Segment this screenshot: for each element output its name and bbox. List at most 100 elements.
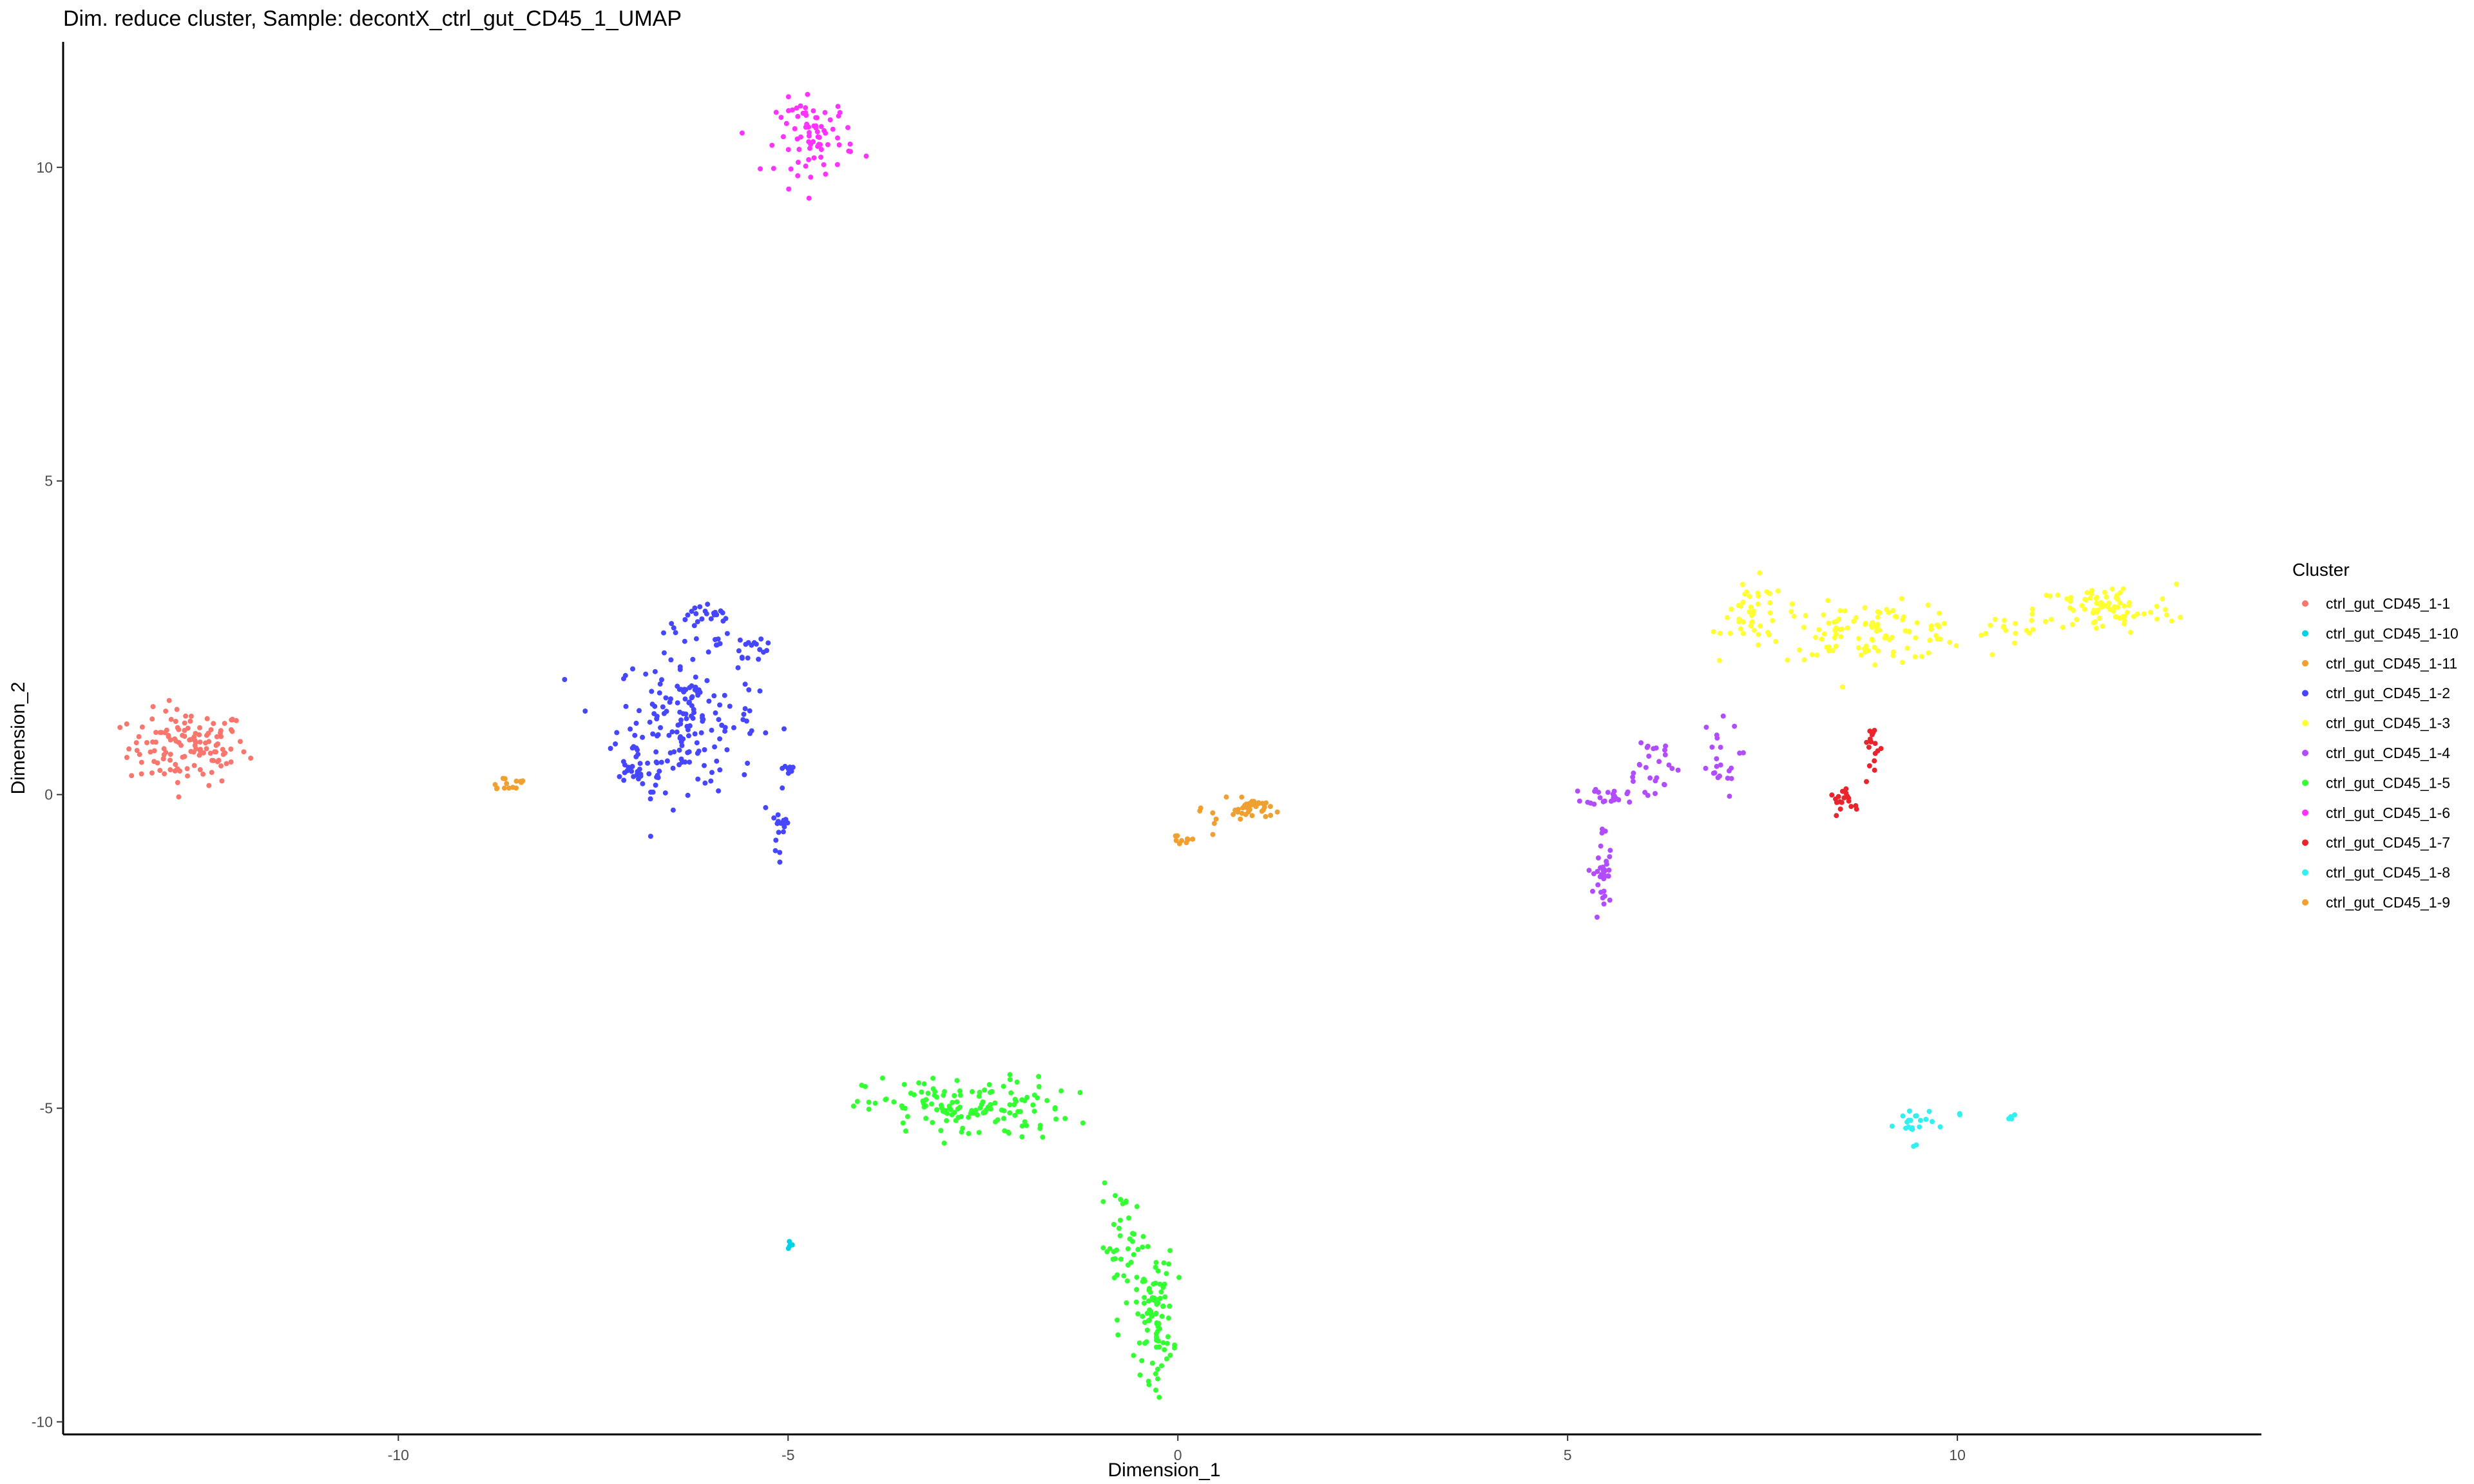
- data-point: [168, 752, 173, 757]
- data-point: [1197, 808, 1203, 813]
- data-point: [197, 739, 203, 745]
- data-point: [1838, 634, 1844, 640]
- data-point: [958, 1114, 964, 1119]
- data-point: [675, 683, 680, 689]
- data-point: [168, 767, 173, 773]
- data-point: [1131, 1251, 1136, 1257]
- data-point: [218, 763, 224, 769]
- legend-key: [2302, 779, 2308, 786]
- data-point: [652, 669, 658, 674]
- data-point: [2029, 611, 2035, 617]
- data-point: [207, 750, 213, 756]
- data-point: [1159, 1363, 1164, 1369]
- data-point: [1992, 616, 1998, 622]
- data-point: [173, 719, 178, 724]
- data-point: [903, 1128, 908, 1134]
- data-point: [780, 134, 786, 140]
- data-point: [1839, 684, 1845, 690]
- data-point: [2001, 623, 2007, 629]
- legend-item: ctrl_gut_CD45_1-3: [2302, 715, 2450, 732]
- legend-item: ctrl_gut_CD45_1-9: [2302, 894, 2450, 911]
- data-point: [633, 720, 639, 726]
- data-point: [854, 1099, 860, 1105]
- data-point: [742, 772, 747, 777]
- data-point: [835, 104, 841, 109]
- data-point: [1008, 1090, 1014, 1096]
- data-point: [608, 746, 613, 751]
- data-point: [783, 120, 789, 126]
- data-point: [168, 737, 173, 743]
- data-point: [2127, 629, 2133, 635]
- data-point: [823, 171, 829, 177]
- data-point: [1751, 627, 1757, 633]
- data-point: [1134, 1287, 1140, 1293]
- data-point: [614, 730, 620, 736]
- data-point: [1140, 1233, 1146, 1239]
- data-point: [649, 701, 655, 707]
- legend: Cluster ctrl_gut_CD45_1-1 ctrl_gut_CD45_1…: [2292, 560, 2459, 911]
- data-point: [1872, 741, 1878, 747]
- data-point: [776, 830, 782, 835]
- series-ctrl_gut_CD45_1-3: [1711, 570, 2183, 690]
- data-point: [1597, 874, 1603, 880]
- legend-item: ctrl_gut_CD45_1-11: [2302, 655, 2457, 672]
- data-point: [1268, 812, 1274, 818]
- series-ctrl_gut_CD45_1-4: [1575, 713, 1746, 920]
- data-point: [2100, 602, 2106, 607]
- data-point: [506, 785, 512, 791]
- legend-key: [2302, 809, 2308, 816]
- data-point: [806, 139, 812, 145]
- data-point: [1160, 1304, 1166, 1309]
- data-point: [1979, 633, 1984, 638]
- data-point: [1917, 1124, 1923, 1130]
- data-point: [1261, 804, 1267, 810]
- data-point: [617, 774, 622, 779]
- data-point: [813, 115, 819, 120]
- data-point: [1801, 657, 1807, 663]
- data-point: [161, 752, 167, 757]
- data-point: [2096, 615, 2102, 621]
- data-point: [1872, 758, 1877, 764]
- data-point: [1148, 1309, 1154, 1314]
- data-point: [938, 1103, 944, 1108]
- series-ctrl_gut_CD45_1-10: [785, 1239, 795, 1251]
- data-point: [795, 160, 801, 165]
- data-point: [693, 611, 699, 616]
- data-point: [1251, 802, 1257, 808]
- data-point: [1024, 1123, 1030, 1128]
- data-point: [953, 1118, 959, 1123]
- data-point: [1159, 1313, 1165, 1319]
- data-point: [1663, 743, 1669, 749]
- data-point: [502, 776, 508, 781]
- data-point: [1605, 790, 1611, 795]
- data-point: [1598, 843, 1604, 849]
- data-point: [2120, 614, 2126, 620]
- data-point: [582, 709, 588, 714]
- data-point: [923, 1103, 928, 1108]
- data-point: [1616, 797, 1622, 803]
- y-tick-label: 0: [44, 786, 53, 803]
- data-point: [139, 759, 144, 765]
- data-point: [1267, 804, 1273, 810]
- data-point: [1140, 1313, 1146, 1319]
- data-point: [1884, 607, 1890, 613]
- data-point: [620, 759, 626, 765]
- data-point: [1919, 654, 1924, 660]
- data-point: [1662, 747, 1667, 753]
- legend-key: [2302, 839, 2308, 846]
- data-point: [562, 677, 568, 682]
- data-point: [757, 647, 763, 652]
- data-point: [1755, 590, 1761, 596]
- data-point: [1165, 1315, 1171, 1321]
- data-point: [1606, 873, 1611, 879]
- data-point: [702, 780, 708, 786]
- data-point: [1053, 1116, 1059, 1122]
- data-point: [1031, 1108, 1037, 1114]
- data-point: [153, 730, 158, 736]
- data-point: [1894, 614, 1899, 620]
- data-point: [182, 720, 187, 726]
- data-point: [2003, 627, 2009, 633]
- data-point: [1153, 1311, 1159, 1316]
- data-point: [650, 731, 656, 737]
- data-point: [494, 786, 499, 792]
